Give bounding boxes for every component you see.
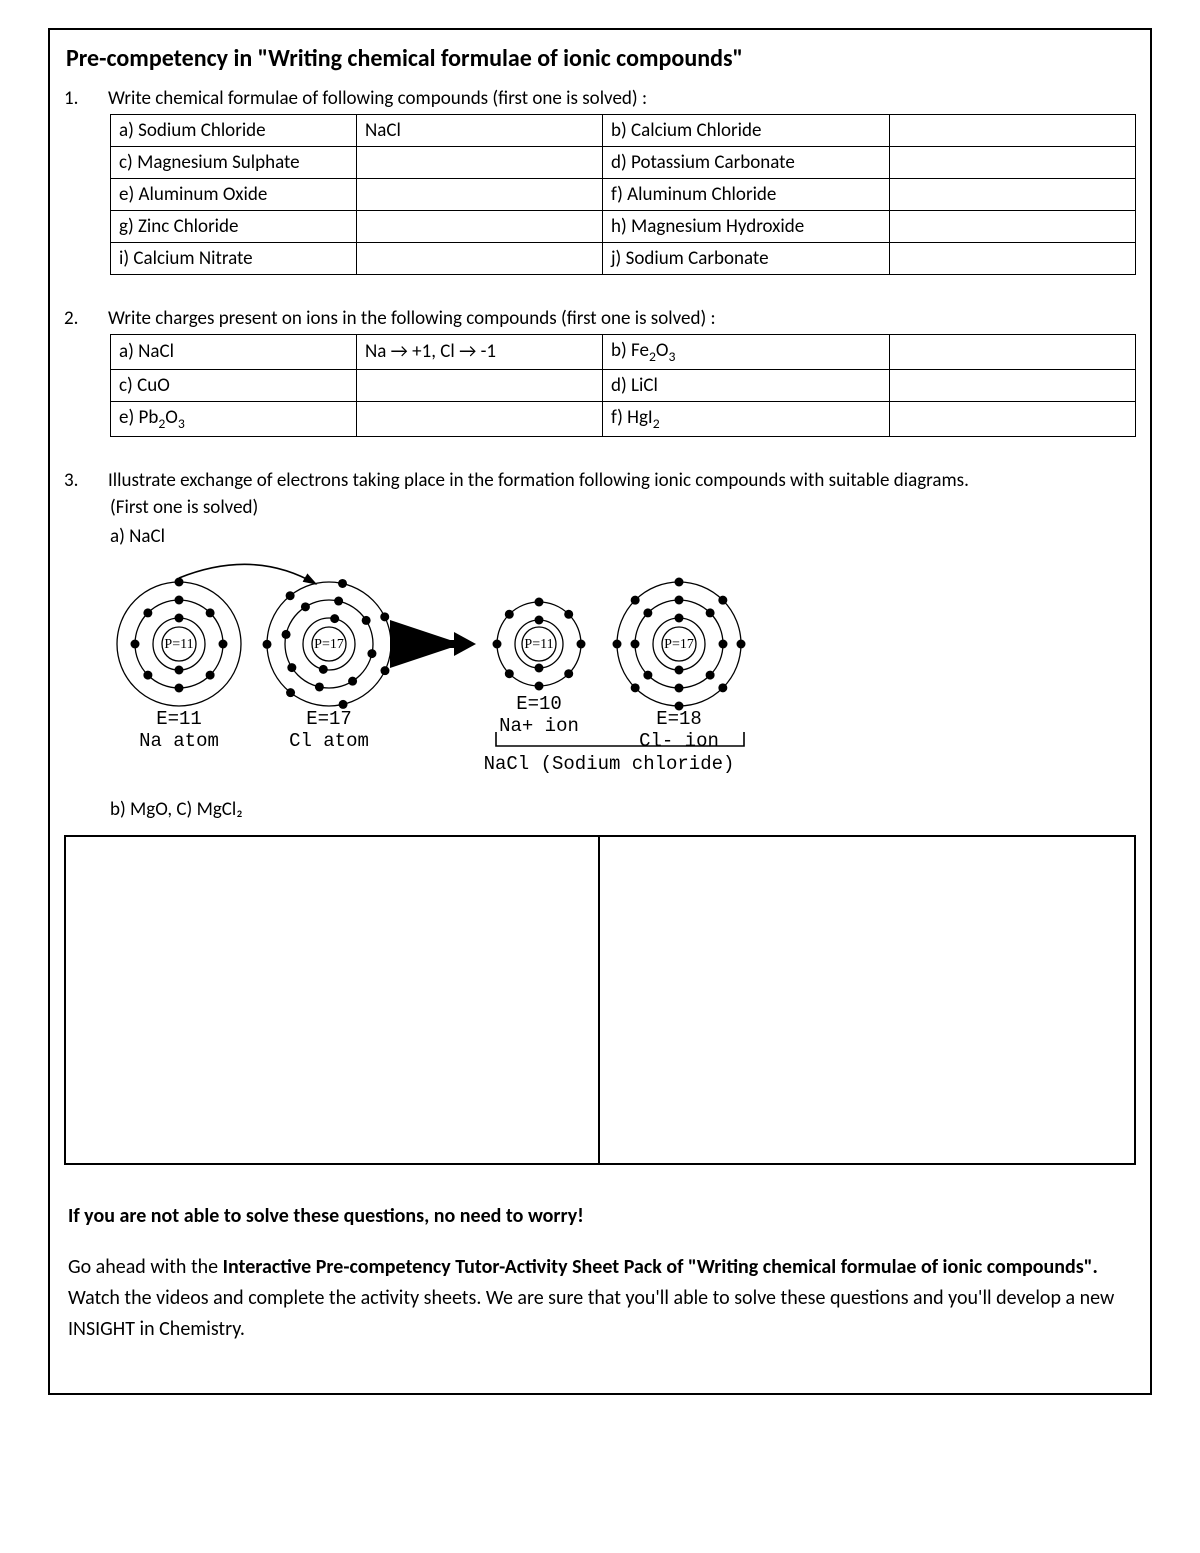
q2-prompt: Write charges present on ions in the fol… xyxy=(108,307,716,330)
answer-cell[interactable] xyxy=(890,243,1136,275)
svg-text:P=11: P=11 xyxy=(524,637,553,652)
q1-prompt: Write chemical formulae of following com… xyxy=(108,87,647,110)
table-row: e) Pb2O3 f) HgI2 xyxy=(111,401,1136,436)
table-row: g) Zinc Chloride h) Magnesium Hydroxide xyxy=(111,211,1136,243)
svg-text:Na atom: Na atom xyxy=(139,730,219,752)
answer-cell[interactable] xyxy=(890,179,1136,211)
svg-text:P=17: P=17 xyxy=(664,637,694,652)
svg-text:Cl- ion: Cl- ion xyxy=(639,730,719,752)
worksheet-frame: Pre-competency in "Writing chemical form… xyxy=(48,28,1152,1395)
compound-label: f) Aluminum Chloride xyxy=(603,179,890,211)
q3-number: 3. xyxy=(64,469,84,492)
compound-label: e) Aluminum Oxide xyxy=(111,179,357,211)
answer-cell[interactable] xyxy=(890,335,1136,370)
svg-text:E=17: E=17 xyxy=(306,708,352,730)
q3-part-a: a) NaCl xyxy=(110,525,1136,548)
table-row: c) Magnesium Sulphate d) Potassium Carbon… xyxy=(111,147,1136,179)
answer-cell[interactable] xyxy=(357,147,603,179)
answer-cell[interactable] xyxy=(357,369,603,401)
compound-label: c) CuO xyxy=(111,369,357,401)
answer-box-right[interactable] xyxy=(600,835,1136,1165)
svg-text:Na+ ion: Na+ ion xyxy=(499,715,579,737)
svg-text:Cl atom: Cl atom xyxy=(289,730,369,752)
svg-text:E=10: E=10 xyxy=(516,693,562,715)
table-row: e) Aluminum Oxide f) Aluminum Chloride xyxy=(111,179,1136,211)
q1-number: 1. xyxy=(64,87,84,110)
answer-cell[interactable] xyxy=(357,243,603,275)
footer-line2: Go ahead with the Interactive Pre-compet… xyxy=(68,1252,1132,1345)
nacl-diagram: P=11E=11Na atomP=17E=17Cl atomP=11E=10Na… xyxy=(104,554,1136,790)
q3-hint: (First one is solved) xyxy=(110,496,1136,519)
q3-body: (First one is solved) a) NaCl P=11E=11Na… xyxy=(110,496,1136,821)
table-row: i) Calcium Nitrate j) Sodium Carbonate xyxy=(111,243,1136,275)
compound-label: d) LiCl xyxy=(603,369,890,401)
answer-cell[interactable]: Na → +1, Cl → -1 xyxy=(357,335,603,370)
compound-label: f) HgI2 xyxy=(603,401,890,436)
q2-table: a) NaClNa → +1, Cl → -1b) Fe2O3c) CuOd) … xyxy=(110,334,1136,437)
q1-table: a) Sodium ChlorideNaClb) Calcium Chlorid… xyxy=(110,114,1136,275)
compound-label: a) NaCl xyxy=(111,335,357,370)
answer-cell[interactable] xyxy=(890,369,1136,401)
svg-text:E=18: E=18 xyxy=(656,708,702,730)
table-row: c) CuO d) LiCl xyxy=(111,369,1136,401)
answer-cell[interactable] xyxy=(890,211,1136,243)
page: Pre-competency in "Writing chemical form… xyxy=(0,0,1200,1455)
q3-prompt-line: 3. Illustrate exchange of electrons taki… xyxy=(64,469,1136,492)
footer-text: If you are not able to solve these quest… xyxy=(68,1201,1132,1345)
q1-prompt-line: 1. Write chemical formulae of following … xyxy=(64,87,1136,110)
answer-cell[interactable] xyxy=(890,115,1136,147)
svg-text:NaCl (Sodium chloride): NaCl (Sodium chloride) xyxy=(484,753,735,775)
answer-cell[interactable] xyxy=(357,401,603,436)
svg-text:P=17: P=17 xyxy=(314,637,344,652)
compound-label: c) Magnesium Sulphate xyxy=(111,147,357,179)
compound-label: b) Calcium Chloride xyxy=(603,115,890,147)
compound-label: j) Sodium Carbonate xyxy=(603,243,890,275)
answer-boxes xyxy=(64,835,1136,1165)
svg-text:E=11: E=11 xyxy=(156,708,202,730)
compound-label: h) Magnesium Hydroxide xyxy=(603,211,890,243)
table-row: a) Sodium ChlorideNaClb) Calcium Chlorid… xyxy=(111,115,1136,147)
table-row: a) NaClNa → +1, Cl → -1b) Fe2O3 xyxy=(111,335,1136,370)
compound-label: e) Pb2O3 xyxy=(111,401,357,436)
answer-cell[interactable] xyxy=(357,211,603,243)
compound-label: a) Sodium Chloride xyxy=(111,115,357,147)
svg-text:P=11: P=11 xyxy=(164,637,193,652)
q3-prompt: Illustrate exchange of electrons taking … xyxy=(108,469,969,492)
compound-label: g) Zinc Chloride xyxy=(111,211,357,243)
answer-cell[interactable] xyxy=(890,401,1136,436)
footer-line1: If you are not able to solve these quest… xyxy=(68,1201,1132,1232)
answer-cell[interactable] xyxy=(357,179,603,211)
compound-label: d) Potassium Carbonate xyxy=(603,147,890,179)
compound-label: b) Fe2O3 xyxy=(603,335,890,370)
compound-label: i) Calcium Nitrate xyxy=(111,243,357,275)
q2-number: 2. xyxy=(64,307,84,330)
q2-prompt-line: 2. Write charges present on ions in the … xyxy=(64,307,1136,330)
page-title: Pre-competency in "Writing chemical form… xyxy=(66,44,1134,73)
answer-cell[interactable]: NaCl xyxy=(357,115,603,147)
q3-part-b: b) MgO, C) MgCl₂ xyxy=(110,798,1136,821)
answer-cell[interactable] xyxy=(890,147,1136,179)
answer-box-left[interactable] xyxy=(64,835,600,1165)
